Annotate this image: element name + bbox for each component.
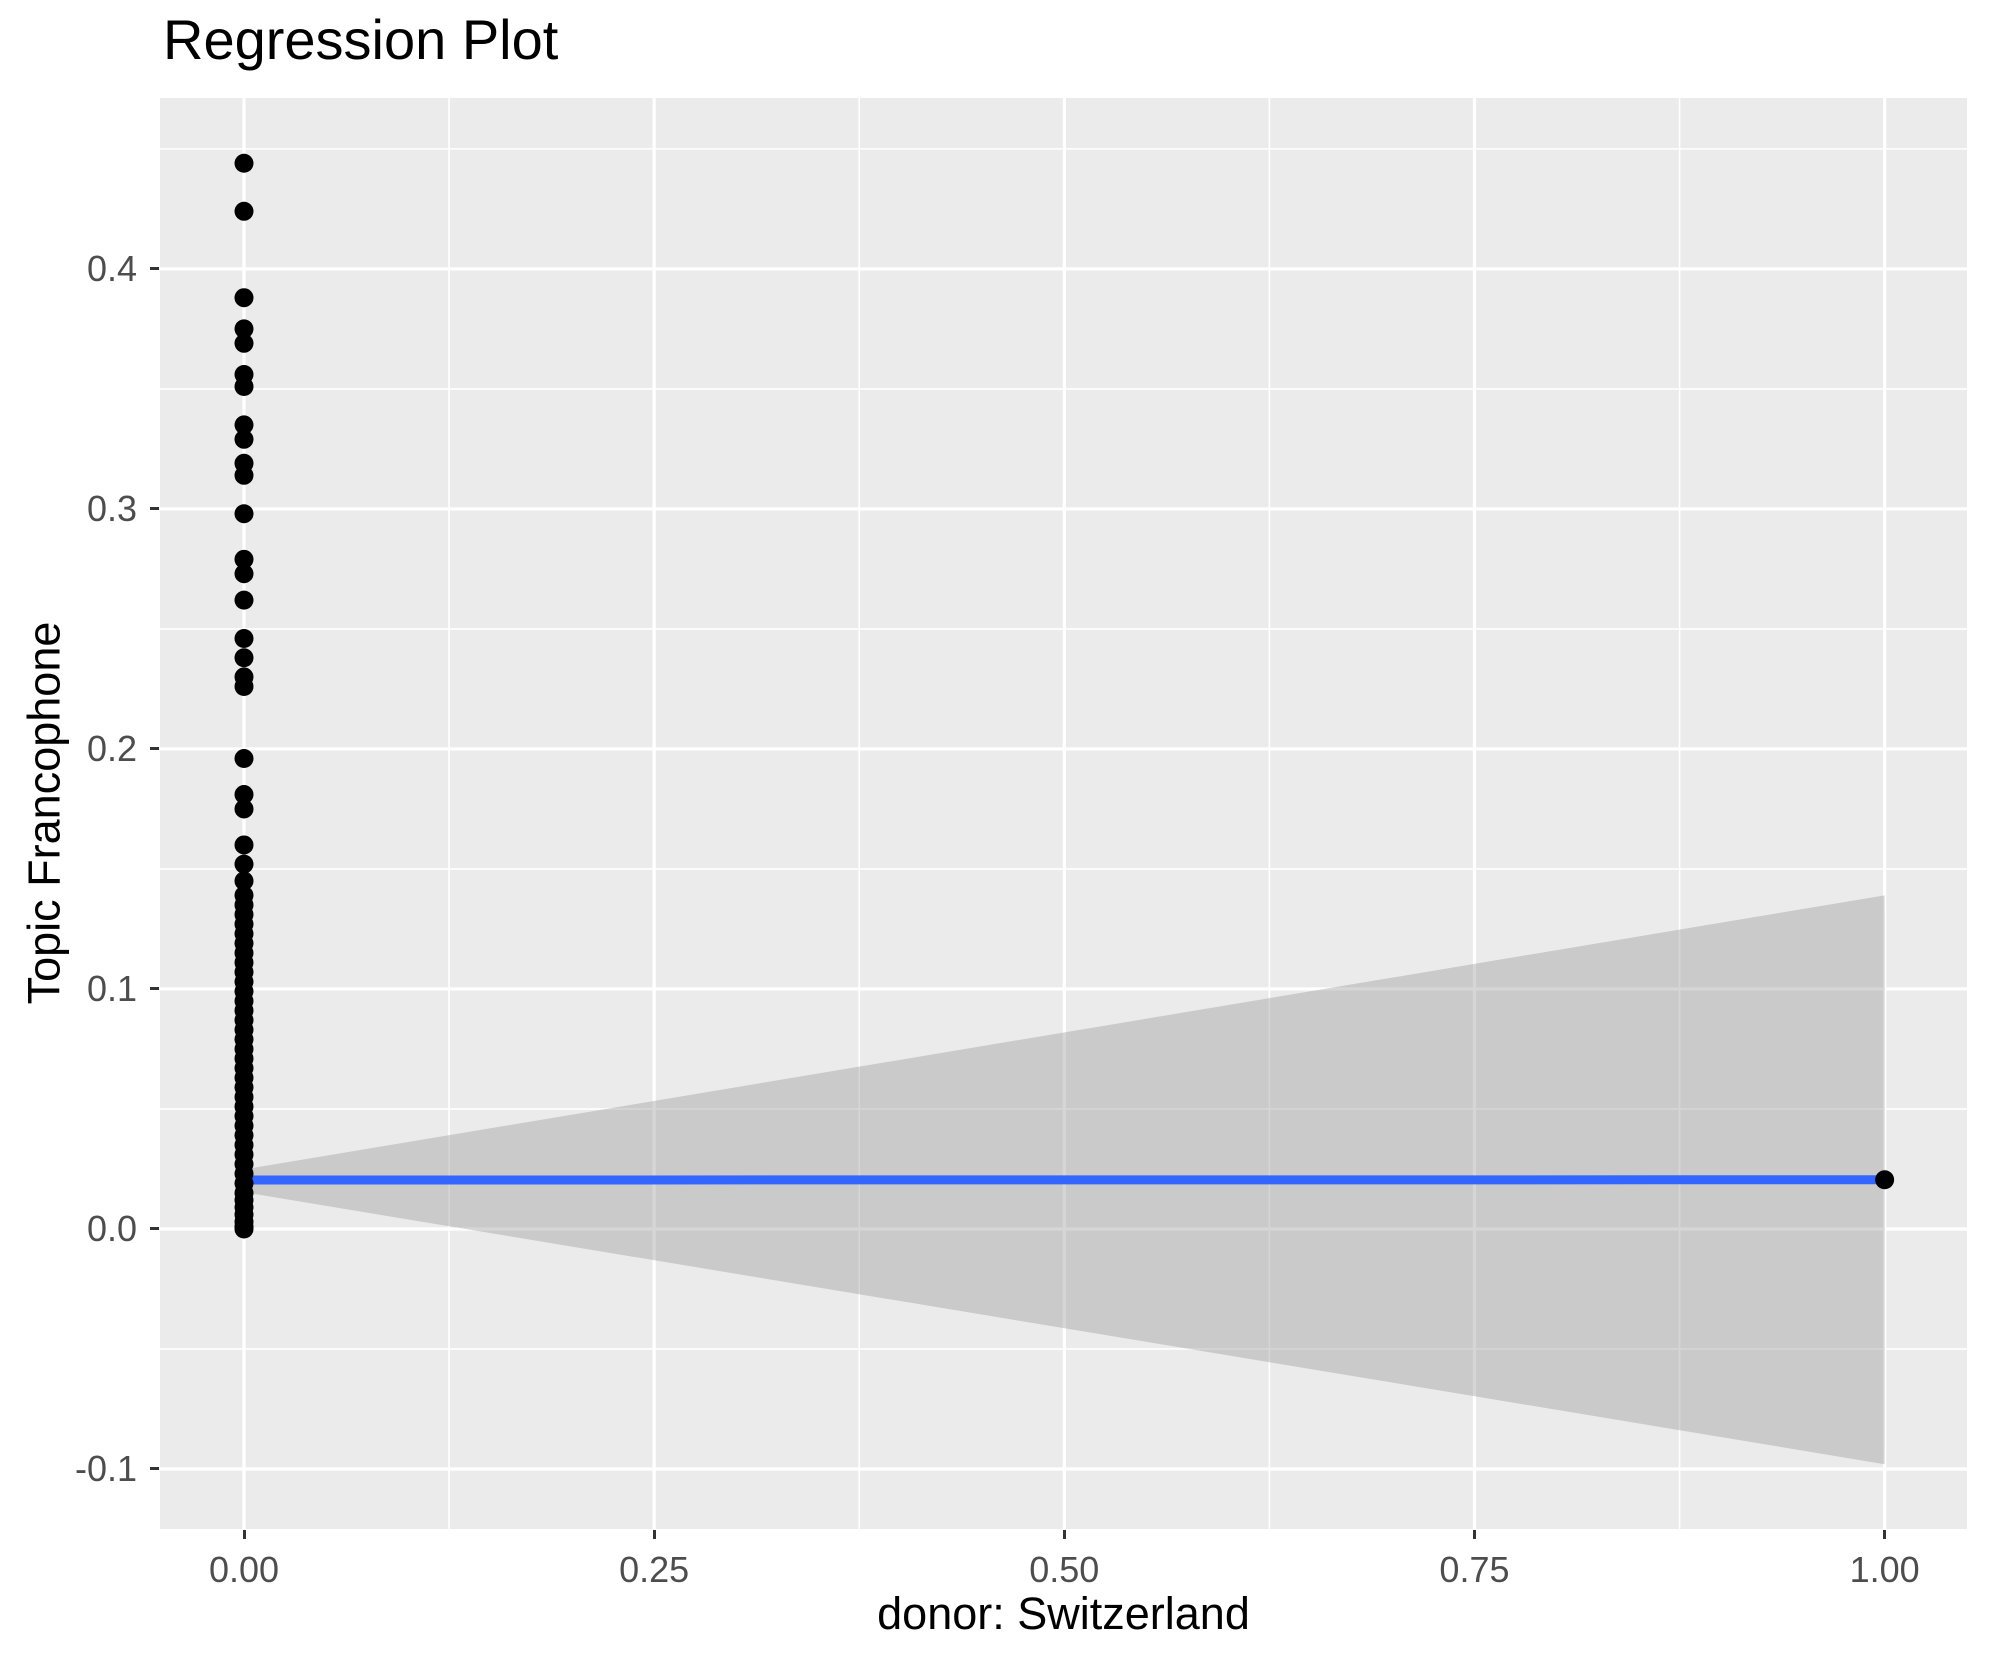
data-point bbox=[234, 333, 254, 353]
data-point bbox=[234, 629, 254, 649]
x-axis-title: donor: Switzerland bbox=[877, 1588, 1250, 1639]
data-point bbox=[234, 648, 254, 668]
x-tick-mark bbox=[242, 1530, 246, 1539]
data-point bbox=[234, 549, 254, 569]
data-point bbox=[234, 871, 254, 891]
data-point bbox=[234, 201, 254, 221]
data-point bbox=[234, 319, 254, 339]
y-tick-mark bbox=[150, 267, 159, 271]
y-tick-label: 0.1 bbox=[86, 967, 137, 1009]
x-tick-mark bbox=[1883, 1530, 1887, 1539]
data-point bbox=[234, 504, 254, 524]
data-point bbox=[234, 677, 254, 697]
data-point bbox=[234, 153, 254, 173]
data-point bbox=[234, 854, 254, 874]
y-tick-mark bbox=[150, 747, 159, 751]
plot-canvas bbox=[160, 98, 1967, 1529]
x-tick-mark bbox=[1472, 1530, 1476, 1539]
y-tick-label: 0.3 bbox=[86, 487, 137, 529]
y-tick-mark bbox=[150, 1227, 159, 1231]
data-point bbox=[234, 288, 254, 308]
x-tick-label: 0.25 bbox=[619, 1549, 690, 1590]
data-point bbox=[234, 785, 254, 805]
data-point bbox=[234, 835, 254, 855]
data-point bbox=[234, 415, 254, 435]
y-tick-label: -0.1 bbox=[74, 1447, 137, 1489]
y-tick-label: 0.2 bbox=[86, 727, 137, 769]
data-point bbox=[234, 377, 254, 397]
y-tick-mark bbox=[150, 507, 159, 511]
data-point bbox=[234, 429, 254, 449]
data-point bbox=[234, 799, 254, 819]
y-tick-mark bbox=[150, 987, 159, 991]
y-tick-label: 0.0 bbox=[86, 1207, 137, 1249]
x-tick-mark bbox=[1062, 1530, 1066, 1539]
x-tick-label: 1.00 bbox=[1849, 1549, 1920, 1590]
data-point bbox=[234, 465, 254, 485]
data-point bbox=[234, 590, 254, 610]
plot-title: Regression Plot bbox=[163, 8, 559, 71]
plot-panel bbox=[160, 98, 1967, 1529]
data-point bbox=[234, 1219, 254, 1239]
data-point bbox=[1875, 1170, 1895, 1190]
x-tick-mark bbox=[652, 1530, 656, 1539]
y-tick-label: 0.4 bbox=[86, 247, 137, 289]
data-point bbox=[234, 749, 254, 769]
y-axis-title: Topic Francophone bbox=[18, 621, 70, 1005]
x-tick-label: 0.00 bbox=[208, 1549, 280, 1590]
x-tick-label: 0.75 bbox=[1439, 1549, 1510, 1590]
y-tick-mark bbox=[150, 1467, 159, 1471]
x-tick-label: 0.50 bbox=[1029, 1549, 1100, 1590]
data-point bbox=[234, 564, 254, 584]
